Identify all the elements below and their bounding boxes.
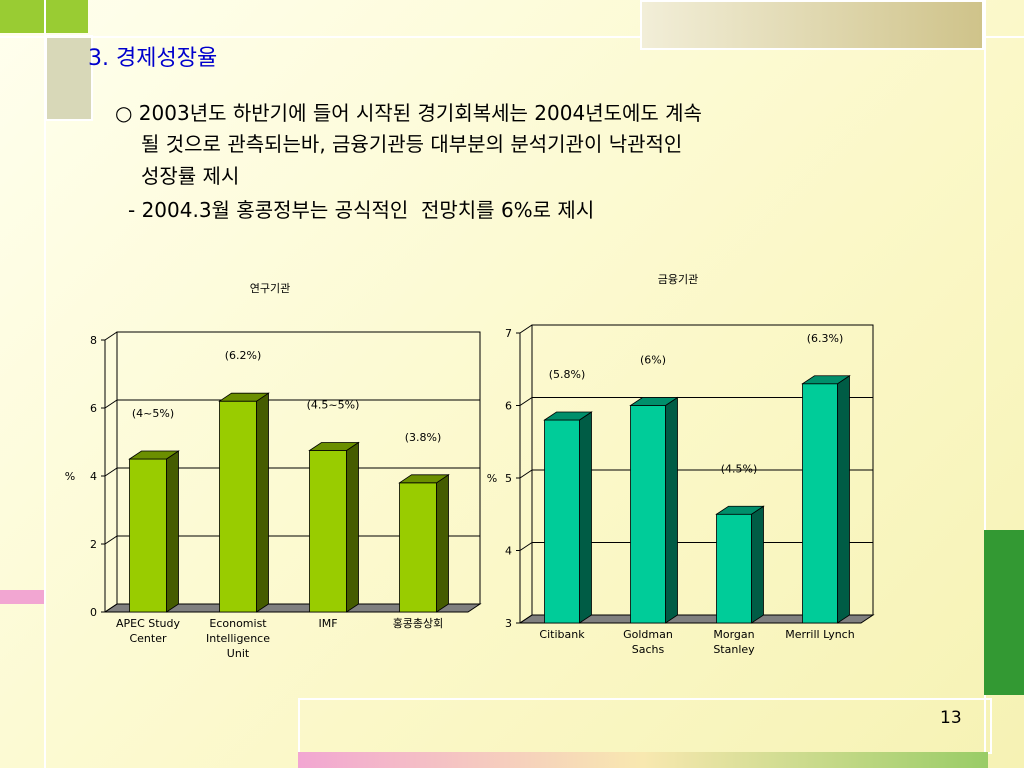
x-tick-label: Goldman Sachs xyxy=(623,628,673,656)
bar-front xyxy=(716,513,752,624)
bar-top xyxy=(715,505,765,515)
y-tick-label: 4 xyxy=(505,545,512,558)
data-label: (6.2%) xyxy=(225,349,262,362)
bar-front xyxy=(309,450,347,613)
bar-side xyxy=(579,411,592,624)
bar-side xyxy=(665,396,678,624)
bar-side xyxy=(751,505,764,624)
bar-side xyxy=(837,375,850,624)
bar xyxy=(801,375,851,624)
y-tick-label: 3 xyxy=(505,617,512,630)
grid-line xyxy=(104,535,118,545)
decor xyxy=(298,752,988,768)
bar-top xyxy=(128,450,180,460)
decor xyxy=(640,0,984,50)
y-tick-label: 6 xyxy=(505,400,512,413)
bar xyxy=(543,411,593,624)
grid-line xyxy=(519,397,533,406)
x-tick-label: Morgan Stanley xyxy=(713,628,755,656)
page-number: 13 xyxy=(940,708,962,728)
body-line: 성장률 제시 xyxy=(141,164,240,188)
bar xyxy=(308,441,360,613)
bar xyxy=(398,474,450,613)
grid-line xyxy=(104,467,118,477)
decor xyxy=(0,36,1024,38)
bar-side xyxy=(346,441,359,613)
bar-side xyxy=(256,392,269,613)
y-axis-label: % xyxy=(487,472,497,485)
bar-top xyxy=(543,411,593,421)
data-label: (3.8%) xyxy=(405,431,442,444)
chart-title: 연구기관 xyxy=(250,282,290,295)
x-tick-label: APEC Study Center xyxy=(115,617,181,645)
data-label: (4.5%) xyxy=(721,462,758,475)
bar-top xyxy=(308,442,360,451)
x-tick-label: Merrill Lynch xyxy=(785,628,855,641)
grid-line xyxy=(104,399,118,409)
bar-front xyxy=(399,482,437,613)
y-axis-label: % xyxy=(65,470,75,483)
data-label: (4~5%) xyxy=(132,407,174,420)
bar-front xyxy=(630,405,666,624)
y-tick-label: 0 xyxy=(90,606,97,619)
decor xyxy=(44,0,46,768)
x-tick-label: Economist Intelligence Unit xyxy=(205,617,270,660)
bar-top xyxy=(801,375,851,385)
bar xyxy=(629,396,679,624)
grid-line xyxy=(104,331,118,341)
grid-line xyxy=(519,614,533,624)
decor xyxy=(984,0,1024,768)
grid-line xyxy=(104,603,118,613)
bar-front xyxy=(544,419,580,624)
y-tick-label: 6 xyxy=(90,402,97,415)
decor xyxy=(45,35,93,121)
y-tick-label: 5 xyxy=(505,472,512,485)
x-tick-label: Citibank xyxy=(539,628,585,641)
x-tick-label: 홍콩총상회 xyxy=(392,617,444,630)
bar-top xyxy=(398,474,450,484)
bar-top xyxy=(218,392,270,402)
body-line: ○ 2003년도 하반기에 들어 시작된 경기회복세는 2004년도에도 계속 xyxy=(115,101,702,125)
grid-line xyxy=(519,542,533,551)
body-line: 될 것으로 관측되는바, 금융기관등 대부분의 분석기관이 낙관적인 xyxy=(141,132,683,156)
bar-side xyxy=(436,474,449,613)
decor xyxy=(0,590,44,604)
bar xyxy=(128,450,180,613)
bar-front xyxy=(129,458,167,613)
y-tick-label: 8 xyxy=(90,334,97,347)
x-tick-label: IMF xyxy=(318,617,338,630)
chart-title: 금융기관 xyxy=(658,273,698,286)
slide-title: 3. 경제성장율 xyxy=(88,46,218,71)
bar-front xyxy=(219,400,257,613)
data-label: (5.8%) xyxy=(549,368,586,381)
grid-line xyxy=(519,469,533,479)
body-line: - 2004.3월 홍콩정부는 공식적인 전망치를 6%로 제시 xyxy=(128,198,595,222)
data-label: (6.3%) xyxy=(807,332,844,345)
y-tick-label: 4 xyxy=(90,470,97,483)
bar-top xyxy=(629,397,679,406)
y-tick-label: 2 xyxy=(90,538,97,551)
y-tick-label: 7 xyxy=(505,327,512,340)
bar-front xyxy=(802,383,838,624)
grid-line xyxy=(519,324,533,334)
bar-side xyxy=(166,450,179,613)
data-label: (6%) xyxy=(640,354,666,367)
data-label: (4.5~5%) xyxy=(307,399,360,412)
decor xyxy=(984,530,1024,695)
bar xyxy=(715,505,765,624)
bar xyxy=(218,392,270,613)
